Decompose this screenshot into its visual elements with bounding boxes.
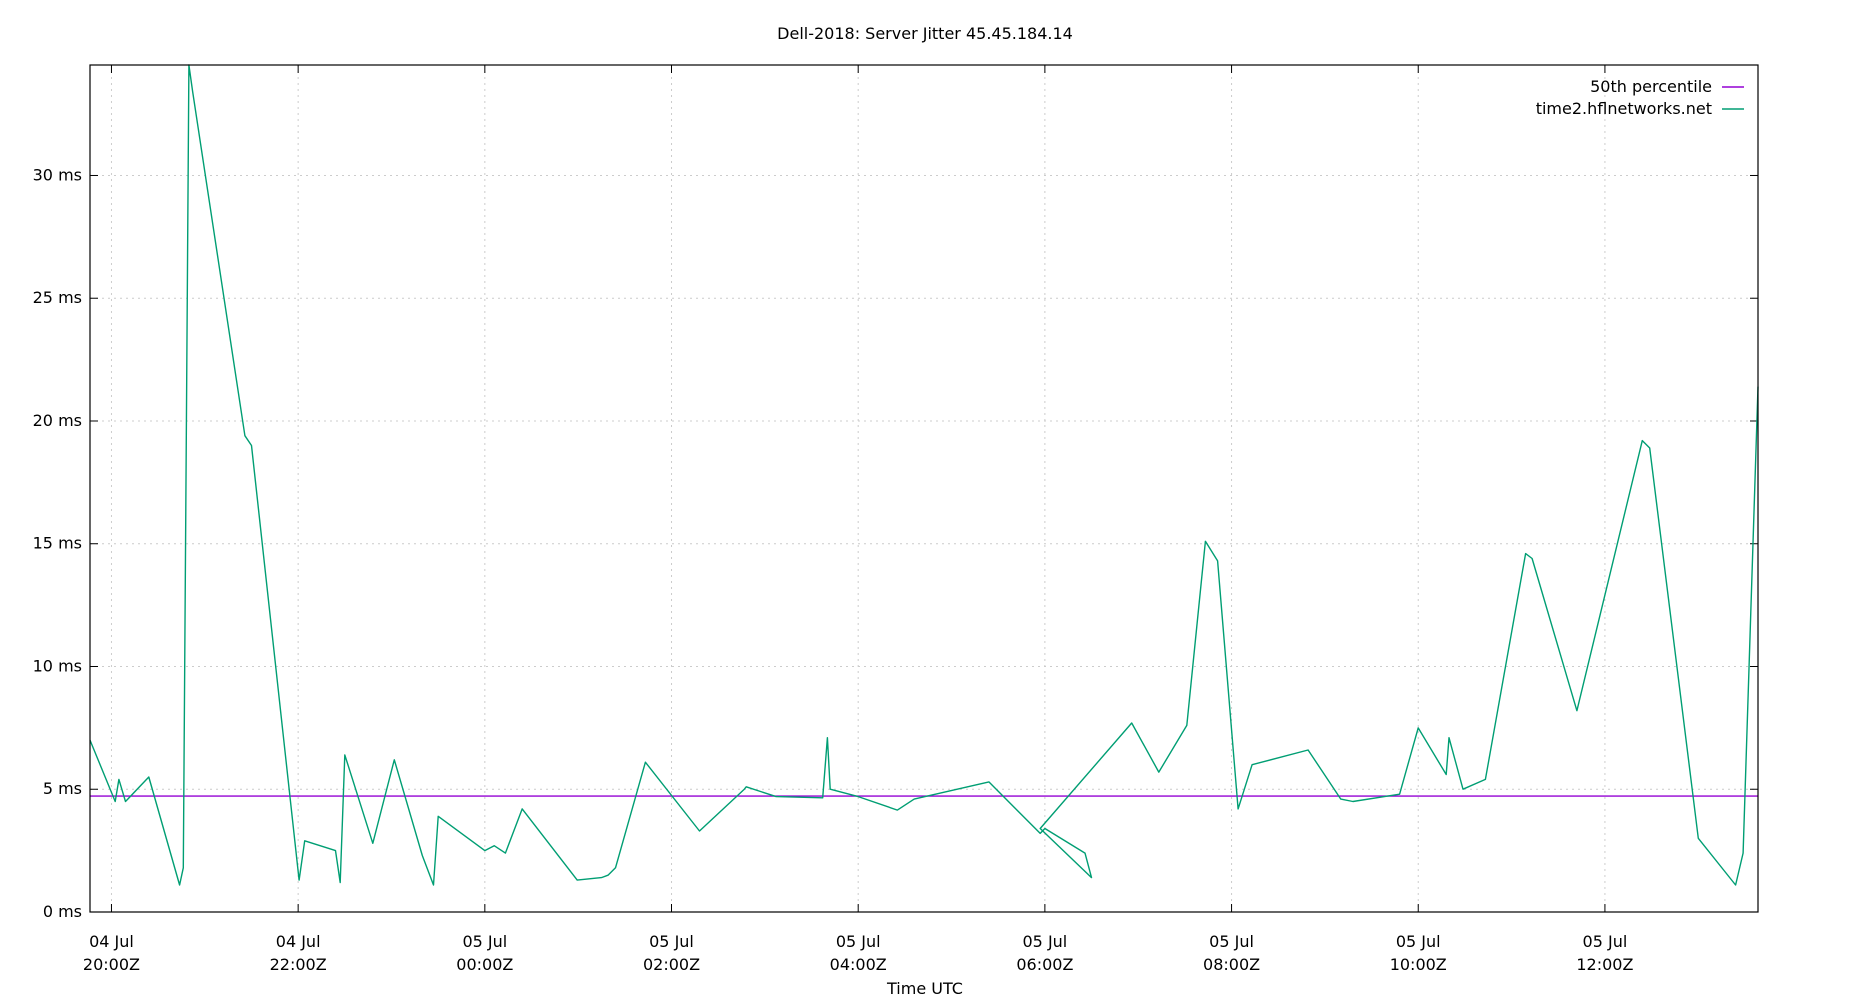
y-tick-label: 5 ms (43, 779, 82, 798)
x-tick-label-time: 10:00Z (1390, 955, 1447, 974)
x-tick-label-date: 05 Jul (1583, 932, 1628, 951)
y-tick-label: 15 ms (33, 534, 82, 553)
y-tick-label: 0 ms (43, 902, 82, 921)
x-tick-label-date: 05 Jul (836, 932, 881, 951)
x-axis-ticks: 04 Jul 20:00Z 04 Jul 22:00Z 05 Jul 00:00Z 05 J… (83, 65, 1633, 974)
y-tick-label: 30 ms (33, 165, 82, 184)
y-tick-label: 10 ms (33, 656, 82, 675)
x-tick-label-date: 05 Jul (1209, 932, 1254, 951)
grid-lines (90, 65, 1758, 912)
series-lines (89, 64, 1759, 886)
x-tick-label-time: 00:00Z (456, 955, 513, 974)
y-tick-label: 20 ms (33, 411, 82, 430)
x-tick-label-date: 05 Jul (1023, 932, 1068, 951)
chart-title: Dell-2018: Server Jitter 45.45.184.14 (777, 24, 1073, 43)
x-tick-label-time: 12:00Z (1576, 955, 1633, 974)
x-tick-label-date: 05 Jul (462, 932, 507, 951)
x-tick-label-time: 06:00Z (1016, 955, 1073, 974)
plot-frame (89, 64, 1759, 913)
x-tick-label-date: 05 Jul (649, 932, 694, 951)
y-tick-label: 25 ms (33, 288, 82, 307)
x-tick-label-date: 04 Jul (276, 932, 321, 951)
series-line-1 (89, 64, 1759, 886)
x-tick-label-time: 20:00Z (83, 955, 140, 974)
x-tick-label-date: 04 Jul (89, 932, 134, 951)
x-tick-label-date: 05 Jul (1396, 932, 1441, 951)
legend: 50th percentile time2.hflnetworks.net (1536, 77, 1744, 118)
x-tick-label-time: 08:00Z (1203, 955, 1260, 974)
x-tick-label-time: 02:00Z (643, 955, 700, 974)
x-axis-label: Time UTC (886, 979, 963, 998)
x-tick-label-time: 22:00Z (270, 955, 327, 974)
x-tick-label-time: 04:00Z (830, 955, 887, 974)
legend-label-1: time2.hflnetworks.net (1536, 99, 1712, 118)
y-axis-ticks: 0 ms 5 ms 10 ms 15 ms 20 ms 25 ms 30 ms (33, 165, 1758, 921)
legend-label-0: 50th percentile (1590, 77, 1712, 96)
